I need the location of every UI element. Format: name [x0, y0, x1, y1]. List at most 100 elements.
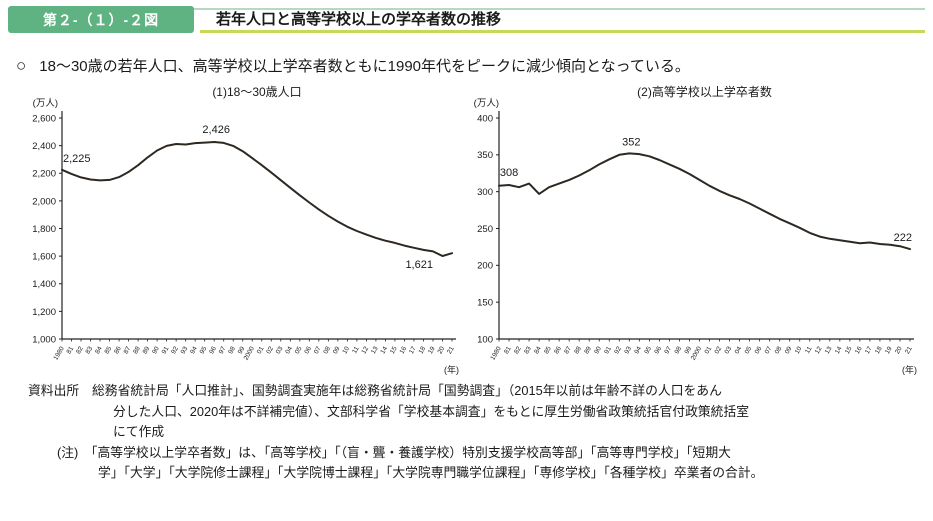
svg-text:17: 17 — [864, 345, 874, 355]
svg-text:2,400: 2,400 — [32, 141, 56, 152]
figure-number-badge: 第２-（１）-２図 — [8, 6, 194, 33]
svg-text:84: 84 — [533, 345, 543, 355]
svg-text:16: 16 — [398, 345, 408, 355]
svg-text:81: 81 — [503, 345, 513, 355]
svg-text:1,400: 1,400 — [32, 279, 56, 290]
svg-text:300: 300 — [477, 187, 493, 198]
svg-text:03: 03 — [275, 345, 285, 355]
svg-text:20: 20 — [894, 345, 904, 355]
value-annotation: 308 — [500, 167, 518, 179]
source-line: にて作成 — [113, 424, 165, 439]
svg-text:99: 99 — [684, 345, 694, 355]
svg-text:19: 19 — [427, 345, 437, 355]
svg-text:09: 09 — [784, 345, 794, 355]
svg-text:05: 05 — [294, 345, 304, 355]
svg-text:83: 83 — [85, 345, 95, 355]
x-axis-unit: (年) — [902, 364, 917, 375]
svg-text:250: 250 — [477, 224, 493, 235]
svg-text:06: 06 — [754, 345, 764, 355]
svg-text:98: 98 — [673, 345, 683, 355]
svg-text:10: 10 — [341, 345, 351, 355]
svg-text:82: 82 — [513, 345, 523, 355]
bullet-circle-icon: ○ — [16, 56, 27, 75]
svg-text:07: 07 — [764, 345, 774, 355]
svg-text:94: 94 — [189, 345, 199, 355]
svg-text:2,200: 2,200 — [32, 169, 56, 180]
svg-text:09: 09 — [332, 345, 342, 355]
svg-text:16: 16 — [854, 345, 864, 355]
source-line: 資料出所 総務省統計局「人口推計」、国勢調査実施年は総務省統計局「国勢調査」（2… — [28, 383, 722, 398]
svg-text:1980: 1980 — [52, 345, 65, 361]
svg-text:90: 90 — [593, 345, 603, 355]
svg-text:14: 14 — [834, 345, 844, 355]
figure-title: 若年人口と高等学校以上の学卒者数の推移 — [200, 6, 925, 33]
svg-text:150: 150 — [477, 298, 493, 309]
chart-young-population: (1)18～30歳人口 (万人) 1,000 1,200 1,400 1,600 1,800… — [5, 82, 463, 379]
svg-text:85: 85 — [104, 345, 114, 355]
svg-text:88: 88 — [573, 345, 583, 355]
svg-text:1980: 1980 — [489, 345, 502, 361]
svg-text:20: 20 — [437, 345, 447, 355]
svg-text:02: 02 — [714, 345, 724, 355]
y-axis-unit: (万人) — [33, 98, 58, 109]
svg-text:86: 86 — [553, 345, 563, 355]
note-line: (注) 「高等学校以上学卒者数」は、「高等学校」「（盲・聾・養護学校）特別支援学… — [57, 444, 731, 460]
summary-line: ○ 18～30歳の若年人口、高等学校以上学卒者数ともに1990年代をピークに減少… — [16, 55, 923, 76]
svg-text:1,200: 1,200 — [32, 307, 56, 318]
note-line: 学」「大学」「大学院修士課程」「大学院博士課程」「大学院専門職学位課程」「専修学… — [98, 465, 764, 480]
svg-text:1,600: 1,600 — [32, 252, 56, 263]
svg-text:03: 03 — [724, 345, 734, 355]
charts-row: (1)18～30歳人口 (万人) 1,000 1,200 1,400 1,600 1,800… — [5, 82, 929, 379]
svg-text:93: 93 — [623, 345, 633, 355]
value-annotation: 222 — [894, 232, 912, 244]
svg-text:1,800: 1,800 — [32, 224, 56, 235]
svg-text:07: 07 — [313, 345, 323, 355]
chart-graduates: (2)高等学校以上学卒者数 (万人) 100 150 200 250 300 350 400 19… — [463, 82, 921, 379]
svg-text:100: 100 — [477, 334, 493, 345]
svg-text:83: 83 — [523, 345, 533, 355]
svg-text:200: 200 — [477, 261, 493, 272]
svg-text:97: 97 — [663, 345, 673, 355]
data-series-line — [498, 152, 911, 251]
svg-text:89: 89 — [583, 345, 593, 355]
svg-text:2,000: 2,000 — [32, 196, 56, 207]
svg-text:2000: 2000 — [690, 345, 703, 361]
svg-text:85: 85 — [543, 345, 553, 355]
svg-text:12: 12 — [814, 345, 824, 355]
line-chart-svg: (2)高等学校以上学卒者数 (万人) 100 150 200 250 300 350 400 19… — [474, 84, 917, 375]
svg-text:12: 12 — [360, 345, 370, 355]
svg-text:10: 10 — [794, 345, 804, 355]
svg-text:86: 86 — [113, 345, 123, 355]
svg-text:95: 95 — [643, 345, 653, 355]
svg-text:91: 91 — [161, 345, 171, 355]
summary-text: 18～30歳の若年人口、高等学校以上学卒者数ともに1990年代をピークに減少傾向… — [39, 58, 690, 75]
svg-text:08: 08 — [774, 345, 784, 355]
svg-text:81: 81 — [66, 345, 76, 355]
svg-text:15: 15 — [389, 345, 399, 355]
value-annotation: 2,225 — [63, 153, 91, 165]
svg-text:94: 94 — [633, 345, 643, 355]
svg-text:01: 01 — [704, 345, 714, 355]
svg-text:1,000: 1,000 — [32, 334, 56, 345]
svg-text:14: 14 — [379, 345, 389, 355]
svg-text:18: 18 — [874, 345, 884, 355]
svg-text:19: 19 — [884, 345, 894, 355]
svg-text:04: 04 — [734, 345, 744, 355]
chart-title: (1)18～30歳人口 — [212, 85, 301, 99]
source-line: 分した人口、2020年は不詳補完値）、文部科学省「学校基本調査」をもとに厚生労働… — [113, 403, 750, 419]
x-axis-unit: (年) — [444, 364, 459, 375]
svg-text:96: 96 — [653, 345, 663, 355]
y-axis-unit: (万人) — [474, 98, 499, 109]
svg-text:2000: 2000 — [243, 345, 256, 361]
svg-text:90: 90 — [151, 345, 161, 355]
svg-text:04: 04 — [284, 345, 294, 355]
figure-header: 第２-（１）-２図 若年人口と高等学校以上の学卒者数の推移 — [8, 6, 925, 40]
svg-text:89: 89 — [142, 345, 152, 355]
value-annotation: 352 — [622, 136, 640, 148]
svg-text:21: 21 — [904, 345, 914, 355]
line-chart-svg: (1)18～30歳人口 (万人) 1,000 1,200 1,400 1,600 1,800… — [32, 85, 459, 375]
svg-text:08: 08 — [322, 345, 332, 355]
svg-text:92: 92 — [170, 345, 180, 355]
svg-text:87: 87 — [123, 345, 133, 355]
